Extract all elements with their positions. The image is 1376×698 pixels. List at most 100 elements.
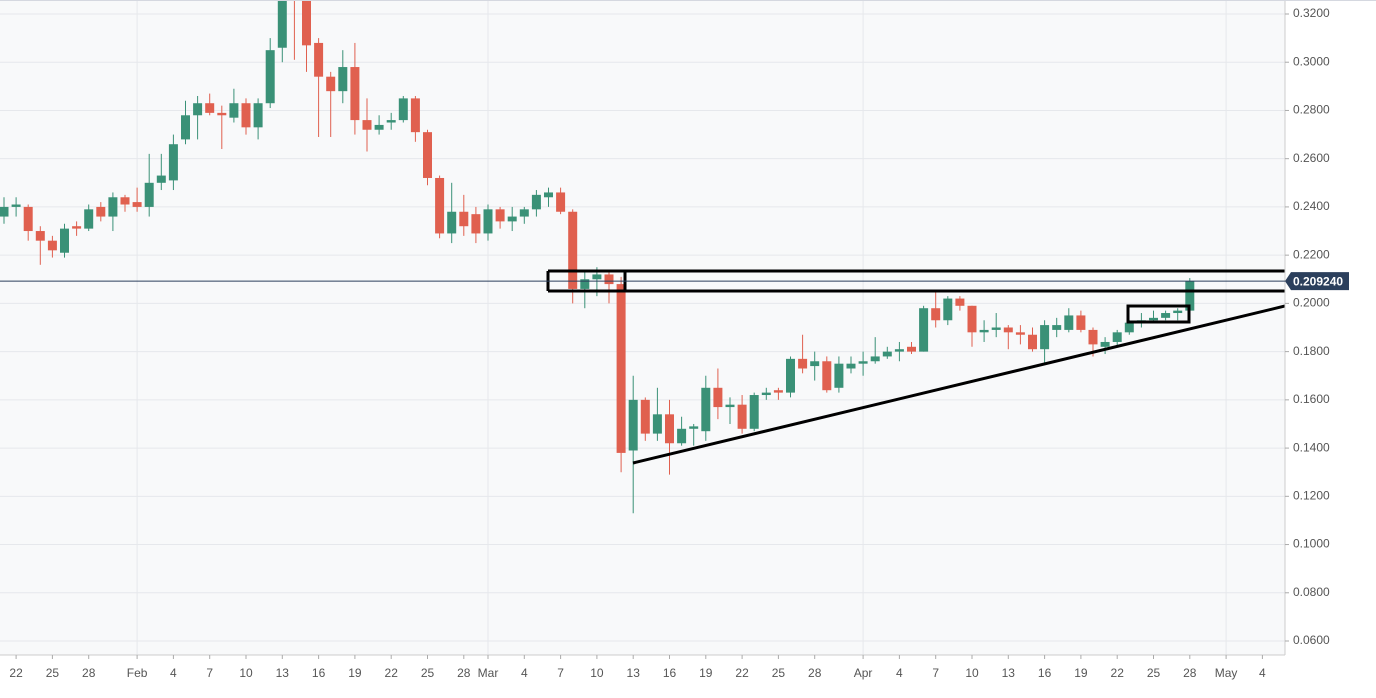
candle-body <box>822 361 832 391</box>
candle-body <box>689 426 699 429</box>
candle-body <box>858 361 868 364</box>
candle-body <box>507 216 517 222</box>
candle-body <box>326 76 336 92</box>
candle-body <box>737 404 747 429</box>
candle-body <box>846 363 856 369</box>
x-tick-label: 25 <box>1147 666 1161 680</box>
candle-body <box>1088 329 1098 345</box>
candle-body <box>1112 332 1122 342</box>
candle-body <box>1100 341 1110 347</box>
y-tick-label: 0.1800 <box>1293 344 1330 358</box>
x-tick-label: 22 <box>1111 666 1125 680</box>
candle-body <box>217 112 227 116</box>
candle-body <box>967 305 977 333</box>
candle-body <box>120 197 130 205</box>
y-tick-label: 0.2600 <box>1293 151 1330 165</box>
candle-body <box>810 361 820 367</box>
candle-body <box>265 50 275 104</box>
x-tick-label: 16 <box>663 666 677 680</box>
candle-body <box>410 98 420 133</box>
candle-body <box>193 103 203 116</box>
x-tick-label: 19 <box>348 666 362 680</box>
candles <box>0 0 1195 514</box>
x-tick-label: 10 <box>965 666 979 680</box>
y-tick-label: 0.0600 <box>1293 633 1330 647</box>
candle-body <box>0 206 9 217</box>
candle-body <box>1003 327 1013 333</box>
candle-body <box>544 192 553 198</box>
y-tick-label: 0.1000 <box>1293 537 1330 551</box>
candle-body <box>72 226 82 229</box>
candle-body <box>665 414 674 444</box>
x-tick-label: 28 <box>808 666 822 680</box>
candle-body <box>1015 332 1025 335</box>
x-tick-label: 7 <box>557 666 564 680</box>
candle-body <box>108 197 118 217</box>
candle-body <box>604 274 614 285</box>
last-price-tag <box>1285 272 1349 291</box>
trend-line <box>632 304 1285 465</box>
candle-body <box>459 211 469 227</box>
candle-body <box>616 284 626 453</box>
candle-body <box>919 308 929 352</box>
candle-body <box>302 0 311 46</box>
candle-body <box>773 390 783 393</box>
candle-body <box>761 392 771 396</box>
candle-body <box>471 214 481 234</box>
candle-body <box>11 204 21 207</box>
candle-body <box>205 103 215 113</box>
candle-body <box>1161 313 1171 318</box>
x-tick-label: 19 <box>1074 666 1088 680</box>
candle-body <box>652 414 662 434</box>
x-tick-label: 7 <box>206 666 213 680</box>
candle-body <box>495 209 505 222</box>
y-tick-label: 0.2000 <box>1293 296 1330 310</box>
x-tick-label: 16 <box>312 666 326 680</box>
consolidation-box <box>1126 304 1191 324</box>
x-tick-label: 4 <box>896 666 903 680</box>
plot-background <box>0 0 1285 655</box>
candle-body <box>96 206 106 217</box>
x-tick-label: 22 <box>9 666 23 680</box>
candle-body <box>677 428 687 444</box>
candle-body <box>580 279 590 289</box>
candle-body <box>568 211 578 289</box>
candle-body <box>786 358 795 393</box>
candle-body <box>628 399 638 451</box>
candle-body <box>47 240 57 251</box>
x-tick-label: 13 <box>276 666 290 680</box>
candle-body <box>870 356 880 362</box>
candle-body <box>834 363 844 388</box>
candle-body <box>1076 315 1086 330</box>
x-tick-label: 13 <box>627 666 641 680</box>
candle-body <box>1040 325 1050 350</box>
candle-body <box>931 308 941 321</box>
candle-body <box>253 103 263 128</box>
candle-body <box>435 177 445 234</box>
candle-body <box>398 98 408 121</box>
candle-body <box>386 120 396 123</box>
candle-body <box>168 144 178 181</box>
candle-body <box>374 124 384 130</box>
candle-body <box>1149 317 1158 321</box>
candle-body <box>725 404 735 408</box>
candle-body <box>640 399 650 434</box>
y-tick-label: 0.2800 <box>1293 103 1330 117</box>
candle-body <box>1028 334 1037 350</box>
x-tick-label: 4 <box>521 666 528 680</box>
candle-body <box>1185 281 1195 311</box>
x-tick-label: 7 <box>932 666 939 680</box>
candle-body <box>592 274 602 280</box>
candle-body <box>798 358 808 369</box>
candle-body <box>35 231 45 241</box>
x-tick-label: 25 <box>421 666 435 680</box>
candle-body <box>23 206 33 232</box>
x-tick-label: Apr <box>854 666 873 680</box>
y-tick-label: 0.1200 <box>1293 488 1330 502</box>
y-tick-label: 0.0800 <box>1293 585 1330 599</box>
x-tick-label: 28 <box>1183 666 1197 680</box>
candle-body <box>181 115 190 140</box>
candle-body <box>943 298 953 321</box>
candle-body <box>60 228 69 253</box>
